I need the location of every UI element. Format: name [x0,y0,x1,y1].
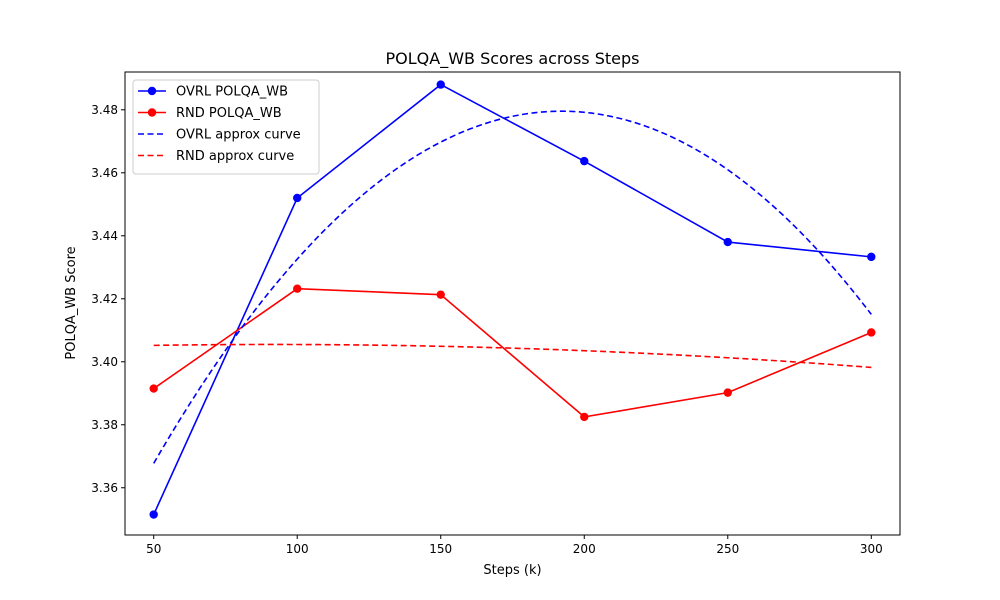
series-line-ovrl-approx-curve [153,110,872,464]
y-tick-label-3.48: 3.48 [91,103,118,117]
y-tick-label-3.40: 3.40 [91,355,118,369]
legend-label-ovrl-approx-curve: OVRL approx curve [176,128,301,143]
x-tick-label-50: 50 [146,542,161,556]
data-point-ovrl-polqa-wb-200 [580,156,589,166]
data-point-ovrl-polqa-wb-100 [293,193,302,203]
data-point-rnd-polqa-wb-250 [723,388,732,397]
x-tick-label-300: 300 [860,542,883,556]
data-point-rnd-polqa-wb-150 [436,290,445,299]
legend-label-rnd-polqa-wb: RND POLQA_WB [176,106,282,121]
y-tick-label-3.42: 3.42 [91,292,118,306]
legend-label-ovrl-polqa-wb: OVRL POLQA_WB [176,85,288,100]
legend-label-rnd-approx-curve: RND approx curve [176,149,294,164]
data-point-ovrl-polqa-wb-300 [867,252,876,262]
y-axis-label: POLQA_WB Score [64,246,79,359]
y-tick-label-3.38: 3.38 [91,418,118,432]
legend-marker-rnd-polqa-wb [147,108,157,117]
x-tick-label-250: 250 [716,542,739,556]
data-point-ovrl-polqa-wb-250 [723,237,732,247]
legend-marker-ovrl-polqa-wb [147,86,157,96]
x-tick-label-150: 150 [429,542,452,556]
y-tick-label-3.44: 3.44 [91,229,118,243]
chart-marks [149,80,876,519]
legend-box [132,79,320,175]
x-axis-label: Steps (k) [483,563,541,578]
legend: OVRL POLQA_WB RND POLQA_WB OVRL approx cur… [132,79,320,175]
data-point-ovrl-polqa-wb-50 [149,510,158,519]
series-line-rnd-approx-curve [153,343,872,369]
data-point-ovrl-polqa-wb-150 [436,80,445,89]
y-tick-label-3.36: 3.36 [91,481,118,495]
data-point-rnd-polqa-wb-100 [293,284,302,293]
series-line-rnd-polqa-wb [153,287,872,418]
x-tick-label-200: 200 [573,542,596,556]
data-point-rnd-polqa-wb-300 [867,328,876,337]
axes: 50 100 150 200 250 300 3.36 3.38 3.40 3.42 3.44 3.4… [91,71,901,556]
chart-title: POLQA_WB Scores across Steps [386,49,640,69]
series-line-ovrl-polqa-wb [152,83,872,515]
x-tick-label-100: 100 [286,542,309,556]
plot-frame [124,71,901,536]
y-tick-label-3.46: 3.46 [91,166,118,180]
data-point-rnd-polqa-wb-200 [580,412,589,422]
data-point-rnd-polqa-wb-50 [149,384,158,393]
